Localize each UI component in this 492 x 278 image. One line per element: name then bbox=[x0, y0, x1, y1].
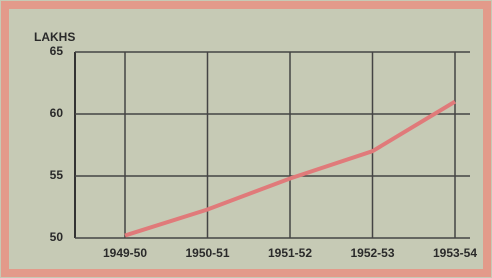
y-tick-label: 60 bbox=[50, 106, 64, 120]
x-tick-label: 1952-53 bbox=[350, 246, 394, 260]
y-tick-label: 50 bbox=[50, 230, 64, 244]
y-axis-label: LAKHS bbox=[34, 30, 75, 44]
x-tick-label: 1953-54 bbox=[433, 246, 477, 260]
x-tick-label: 1949-50 bbox=[103, 246, 147, 260]
chart: LAKHS 50 55 60 65 1949-50 1950-51 1951-52 1952-… bbox=[0, 0, 492, 278]
y-tick-label: 65 bbox=[50, 44, 64, 58]
x-tick-label: 1951-52 bbox=[268, 246, 312, 260]
y-tick-label: 55 bbox=[50, 168, 64, 182]
x-tick-label: 1950-51 bbox=[185, 246, 229, 260]
